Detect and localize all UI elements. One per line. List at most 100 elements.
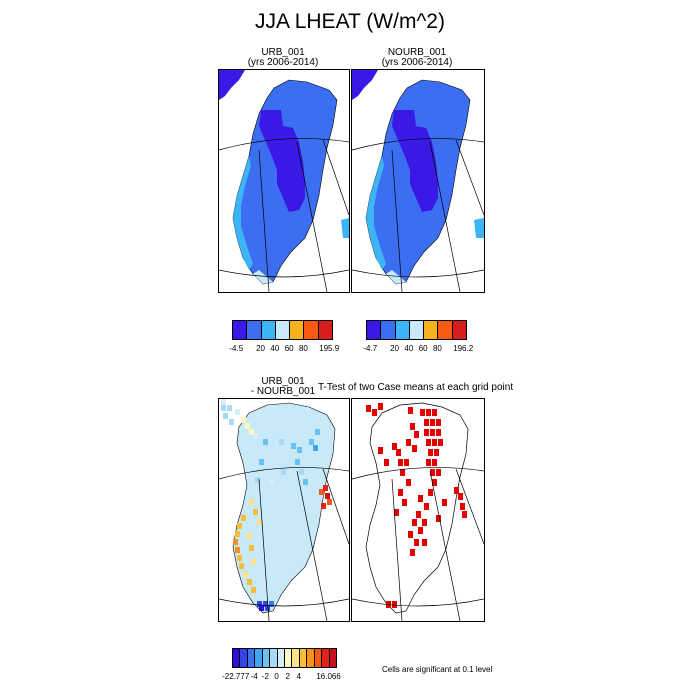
diff-cell <box>247 533 252 539</box>
diff-cell <box>253 433 258 439</box>
panel-title-urb-name: URB_001 <box>261 47 305 58</box>
colorbar-urb-label: 80 <box>298 344 308 353</box>
colorbar-nourb-box <box>366 320 382 340</box>
colorbar-nourb-label: 60 <box>418 344 428 353</box>
significant-cell <box>424 419 429 426</box>
latitude-line-2 <box>352 269 484 278</box>
diff-cell <box>315 429 320 435</box>
diff-cell <box>259 459 264 465</box>
diff-cell <box>233 539 238 545</box>
diff-cell <box>269 479 274 485</box>
significant-cell <box>424 503 429 510</box>
significant-cell <box>436 469 441 476</box>
colorbar-nourb-box <box>394 320 410 340</box>
meridian-1 <box>391 478 403 621</box>
diff-cell <box>291 443 296 449</box>
significant-cell <box>430 419 435 426</box>
diff-cell <box>221 399 226 405</box>
significant-cell <box>436 429 441 436</box>
meridian-2 <box>429 470 461 621</box>
significant-cell <box>422 539 427 546</box>
panel-title-nourb: NOURB_001 (yrs 2006-2014) <box>351 48 483 68</box>
significant-cell <box>408 531 413 538</box>
significant-cell <box>428 449 433 456</box>
significant-cell <box>392 601 397 608</box>
significant-cell <box>432 459 437 466</box>
panel-title-urb: URB_001 (yrs 2006-2014) <box>218 48 348 68</box>
significant-cell <box>428 489 433 496</box>
significant-cell <box>458 493 463 500</box>
diff-cell <box>245 423 250 429</box>
significant-cell <box>430 429 435 436</box>
east-coast-spot <box>341 218 349 238</box>
significant-cell <box>432 479 437 486</box>
latitude-line-1 <box>219 467 349 480</box>
diff-cell <box>235 409 240 415</box>
colorbar-urb-box <box>317 320 333 340</box>
diff-cell <box>281 469 286 475</box>
panel-title-nourb-name: NOURB_001 <box>387 47 447 58</box>
diff-cell <box>295 459 300 465</box>
diff-cell <box>313 445 318 451</box>
colorbar-diff-label: 2 <box>285 672 290 681</box>
latitude-line-2 <box>219 269 349 278</box>
panel-title-diff: URB_001 - NOURB_001 <box>218 377 348 397</box>
diff-cell <box>249 499 254 505</box>
diff-cell <box>257 519 262 525</box>
significant-cell <box>406 439 411 446</box>
significant-cell <box>426 409 431 416</box>
panel-title-ttest: T-Test of two Case means at each grid po… <box>318 382 514 393</box>
significant-cell <box>412 445 417 452</box>
diff-cell <box>263 601 268 607</box>
panel-title-diff-name: URB_001 <box>261 376 305 387</box>
colorbar-nourb-box <box>437 320 453 340</box>
map-nourb <box>352 70 484 292</box>
map-panel-nourb <box>351 69 485 293</box>
diff-cell <box>323 485 328 491</box>
diff-cell <box>235 547 240 553</box>
greenland-land <box>232 402 336 614</box>
meridian-3 <box>322 468 349 545</box>
ocean-ice-corner <box>352 70 378 100</box>
significant-cell <box>430 469 435 476</box>
colorbar-urb-box <box>232 320 248 340</box>
diff-cell <box>241 515 246 521</box>
meridian-2 <box>296 470 328 621</box>
significant-cell <box>402 499 407 506</box>
significant-cell <box>438 439 443 446</box>
significant-cell <box>410 549 415 556</box>
meridian-2 <box>296 141 328 292</box>
panel-title-nourb-years: (yrs 2006-2014) <box>381 57 453 68</box>
significance-note: Cells are significant at 0.1 level <box>382 665 493 674</box>
meridian-1 <box>258 149 270 292</box>
diff-cell <box>247 579 252 585</box>
interior-ice <box>392 110 438 212</box>
significant-cell <box>434 449 439 456</box>
colorbar-urb-label: 20 <box>256 344 266 353</box>
colorbar-urb-box <box>303 320 319 340</box>
significant-cell <box>420 409 425 416</box>
significant-cell <box>396 449 401 456</box>
map-diff <box>219 399 349 621</box>
greenland-outline <box>365 402 469 614</box>
significant-cell <box>398 489 403 496</box>
significant-cell <box>414 539 419 546</box>
map-urb <box>219 70 349 292</box>
colorbar-urb-box <box>246 320 262 340</box>
colorbar-nourb-label: 80 <box>432 344 442 353</box>
diff-cell <box>223 413 228 419</box>
meridian-3 <box>455 468 484 545</box>
significant-cell <box>422 519 427 526</box>
colorbar-urb-label: 40 <box>270 344 280 353</box>
diff-cell <box>249 429 254 435</box>
colorbar-urb-label: 60 <box>284 344 294 353</box>
diff-cell <box>253 509 258 515</box>
diff-cell <box>279 439 284 445</box>
significant-cell <box>418 495 423 502</box>
significant-cell <box>384 459 389 466</box>
diff-cell <box>297 447 302 453</box>
significant-cell <box>372 409 377 416</box>
colorbar-diff-label: -4 <box>250 672 258 681</box>
significant-cells <box>366 403 467 608</box>
diff-cell <box>265 605 270 611</box>
